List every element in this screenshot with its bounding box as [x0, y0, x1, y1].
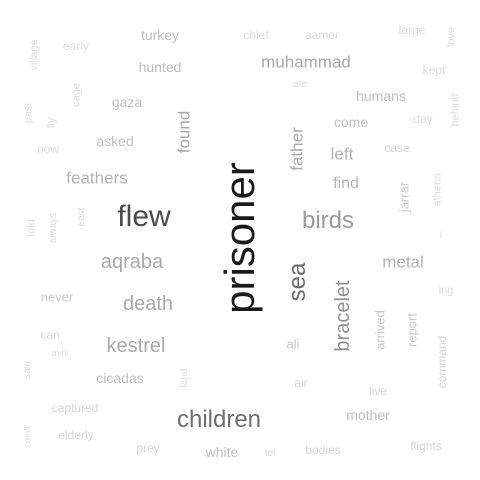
word-arrived: arrived: [372, 310, 388, 350]
word-prisoner: prisoner: [216, 162, 263, 314]
word-cicadas: cicadas: [96, 370, 144, 386]
word-early: early: [62, 39, 90, 53]
word-jarrar: jarrar: [396, 181, 412, 213]
word-flights: flights: [410, 439, 442, 453]
word-chief: chief: [243, 28, 269, 42]
word-now: now: [36, 142, 60, 156]
word-fly: fly: [45, 117, 58, 129]
word-saw: saw: [22, 361, 33, 379]
word-come: come: [333, 114, 369, 130]
word-kept: kept: [422, 63, 446, 77]
word-tel: tel: [264, 448, 276, 459]
word-find: find: [333, 175, 359, 192]
word-sea: sea: [284, 262, 311, 302]
word-small: small: [22, 426, 33, 448]
word-metal: metal: [382, 252, 424, 272]
word-land: land: [179, 368, 190, 388]
word-athens: athens: [431, 173, 444, 207]
word-day: day: [413, 112, 433, 126]
word-bodies: bodies: [305, 443, 341, 457]
word-bracelet: bracelet: [332, 280, 354, 352]
word-turkey: turkey: [140, 27, 180, 43]
word-case: case: [384, 141, 410, 155]
word-aqraba: aqraba: [100, 251, 164, 273]
word-white: white: [205, 444, 239, 460]
word-humans: humans: [356, 88, 406, 104]
word-mother: mother: [346, 407, 390, 423]
word-asked: asked: [96, 133, 134, 149]
word-flew: flew: [117, 200, 171, 233]
word-air: air: [294, 376, 308, 390]
word-told: told: [25, 219, 38, 237]
word-feathers: feathers: [66, 168, 128, 188]
word-past: past: [22, 102, 35, 124]
word-elderly: elderly: [58, 428, 94, 442]
word-behind: behind: [449, 93, 462, 127]
word-ing: ing: [438, 284, 454, 297]
word-death: death: [122, 293, 174, 315]
word-father: father: [287, 127, 307, 171]
word-report: report: [404, 313, 420, 347]
word-aviv: aviv: [51, 348, 69, 359]
word-children: children: [176, 406, 262, 433]
word-village: village: [28, 39, 41, 71]
word-always: always: [48, 212, 59, 244]
word-birds: birds: [301, 207, 355, 234]
word-never: never: [40, 289, 74, 305]
word-muhammad: muhammad: [261, 52, 351, 72]
word-east: east: [76, 207, 87, 227]
word-aamer: aamer: [304, 28, 340, 42]
word-l: l: [439, 231, 443, 242]
word-command: command: [435, 335, 449, 389]
word-left: left: [330, 144, 354, 164]
word-prey: prey: [136, 441, 160, 455]
word-found: found: [174, 110, 194, 154]
word-gaza: gaza: [111, 94, 143, 110]
word-hunted: hunted: [138, 59, 182, 75]
word-large: large: [398, 23, 426, 37]
word-kestrel: kestrel: [106, 335, 166, 357]
word-can: can: [40, 328, 60, 342]
word-love: love: [445, 26, 458, 48]
word-ate: ate: [293, 79, 307, 90]
word-ali: ali: [286, 336, 300, 352]
word-cage: cage: [70, 83, 83, 107]
word-live: live: [368, 384, 388, 398]
word-captured: captured: [51, 401, 99, 415]
